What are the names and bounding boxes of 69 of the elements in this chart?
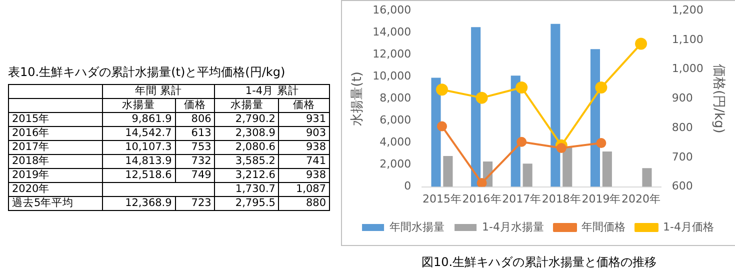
text: 水揚量 [214, 98, 279, 112]
legend-label: 年間価格 [582, 220, 626, 234]
y-tick-label: 6,000 [380, 114, 412, 127]
y2-tick-label: 1,200 [672, 3, 704, 16]
text: 741 [278, 154, 330, 168]
category-label: 2020年 [12, 183, 50, 195]
x-tick-label: 2018年 [542, 192, 581, 206]
text: 水揚量 [102, 98, 176, 112]
legend-label: 年間水揚量 [390, 220, 445, 234]
text: 価格 [278, 98, 330, 112]
y2-axis-title: 価格(円/kg) [710, 64, 726, 134]
text: 613 [175, 126, 215, 140]
text: 938 [278, 140, 330, 154]
text: 931 [278, 112, 330, 126]
category-label: 2017年 [12, 141, 50, 153]
text: 3,585.2 [214, 154, 279, 168]
text: 2,308.9 [214, 126, 279, 140]
x-tick-label: 2020年 [622, 192, 661, 206]
text: 806 [175, 112, 215, 126]
text: 9,861.9 [102, 112, 176, 126]
text: 3,212.6 [214, 168, 279, 182]
y2-tick-label: 600 [672, 180, 693, 193]
y-tick-label: 4,000 [380, 136, 412, 149]
text: 1-4月 累計 [214, 84, 330, 98]
category-label: 2018年 [12, 155, 50, 167]
text: 938 [278, 168, 330, 182]
text: 723 [175, 196, 215, 210]
y2-tick-label: 700 [672, 150, 693, 164]
caption: 図10.生鮮キハダの累計水揚量と価格の推移 [420, 254, 658, 271]
text: 880 [278, 196, 330, 210]
text: 2,795.5 [214, 196, 279, 210]
y-axis-title: 水揚量(t) [350, 72, 366, 126]
text: 2,080.6 [214, 140, 279, 154]
text: 749 [175, 168, 215, 182]
legend-label: 1-4月価格 [663, 220, 714, 234]
y-tick-label: 0 [404, 180, 412, 193]
text: 10,107.3 [102, 140, 176, 154]
text: 14,542.7 [102, 126, 176, 140]
text: 価格 [175, 98, 215, 112]
y2-tick-label: 1,100 [672, 32, 704, 46]
text: 903 [278, 126, 330, 140]
y-tick-label: 12,000 [372, 48, 412, 61]
x-tick-label: 2016年 [462, 192, 502, 206]
y-tick-label: 14,000 [372, 25, 412, 38]
text: 12,518.6 [102, 168, 176, 182]
text: 14,813.9 [102, 154, 176, 168]
x-tick-label: 2019年 [582, 192, 621, 206]
y-tick-label: 8,000 [380, 92, 412, 105]
x-tick-label: 2015年 [422, 192, 462, 206]
text: 753 [175, 140, 215, 154]
text: 12,368.9 [102, 196, 176, 210]
text: 過去5年平均 [8, 196, 102, 210]
y2-tick-label: 1,000 [672, 62, 704, 76]
y-tick-label: 16,000 [372, 3, 412, 16]
category-label: 2019年 [12, 169, 50, 181]
text: 732 [175, 154, 215, 168]
text: 2,790.2 [214, 112, 279, 126]
text: 1,730.7 [214, 182, 279, 196]
y2-tick-label: 900 [672, 92, 693, 105]
x-tick-label: 2017年 [502, 192, 542, 206]
category-label: 2016年 [12, 127, 50, 139]
category-label: 2015年 [12, 113, 50, 125]
text: 1,087 [278, 182, 330, 196]
y2-tick-label: 800 [672, 120, 693, 134]
y-tick-label: 2,000 [380, 158, 412, 171]
y-tick-label: 10,000 [372, 70, 412, 83]
text: 年間 累計 [102, 84, 215, 98]
legend-label: 1-4月水揚量 [482, 220, 544, 234]
text: 表10.生鮮キハダの累計水揚量(t)と平均価格(円/kg) [8, 64, 286, 81]
